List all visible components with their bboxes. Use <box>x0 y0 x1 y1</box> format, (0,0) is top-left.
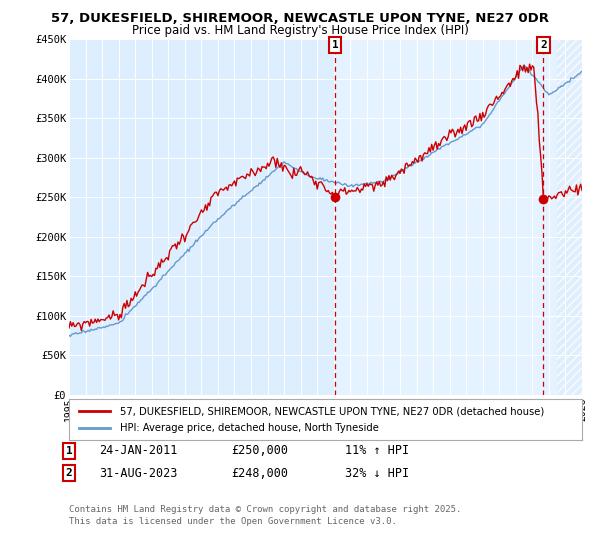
Text: 2: 2 <box>540 40 547 50</box>
Text: 2: 2 <box>65 468 73 478</box>
Text: Price paid vs. HM Land Registry's House Price Index (HPI): Price paid vs. HM Land Registry's House … <box>131 24 469 37</box>
Bar <box>557 39 582 395</box>
Text: 31-AUG-2023: 31-AUG-2023 <box>99 466 178 480</box>
Bar <box>335 39 582 395</box>
Text: 24-JAN-2011: 24-JAN-2011 <box>99 444 178 458</box>
Text: 1: 1 <box>332 40 338 50</box>
Text: 1: 1 <box>65 446 73 456</box>
Text: 57, DUKESFIELD, SHIREMOOR, NEWCASTLE UPON TYNE, NE27 0DR (detached house): 57, DUKESFIELD, SHIREMOOR, NEWCASTLE UPO… <box>121 407 545 417</box>
Text: HPI: Average price, detached house, North Tyneside: HPI: Average price, detached house, Nort… <box>121 422 379 432</box>
Bar <box>557 39 582 395</box>
Text: Contains HM Land Registry data © Crown copyright and database right 2025.
This d: Contains HM Land Registry data © Crown c… <box>69 505 461 526</box>
Text: 57, DUKESFIELD, SHIREMOOR, NEWCASTLE UPON TYNE, NE27 0DR: 57, DUKESFIELD, SHIREMOOR, NEWCASTLE UPO… <box>51 12 549 25</box>
Text: 32% ↓ HPI: 32% ↓ HPI <box>345 466 409 480</box>
Text: £248,000: £248,000 <box>231 466 288 480</box>
Text: 11% ↑ HPI: 11% ↑ HPI <box>345 444 409 458</box>
Text: £250,000: £250,000 <box>231 444 288 458</box>
